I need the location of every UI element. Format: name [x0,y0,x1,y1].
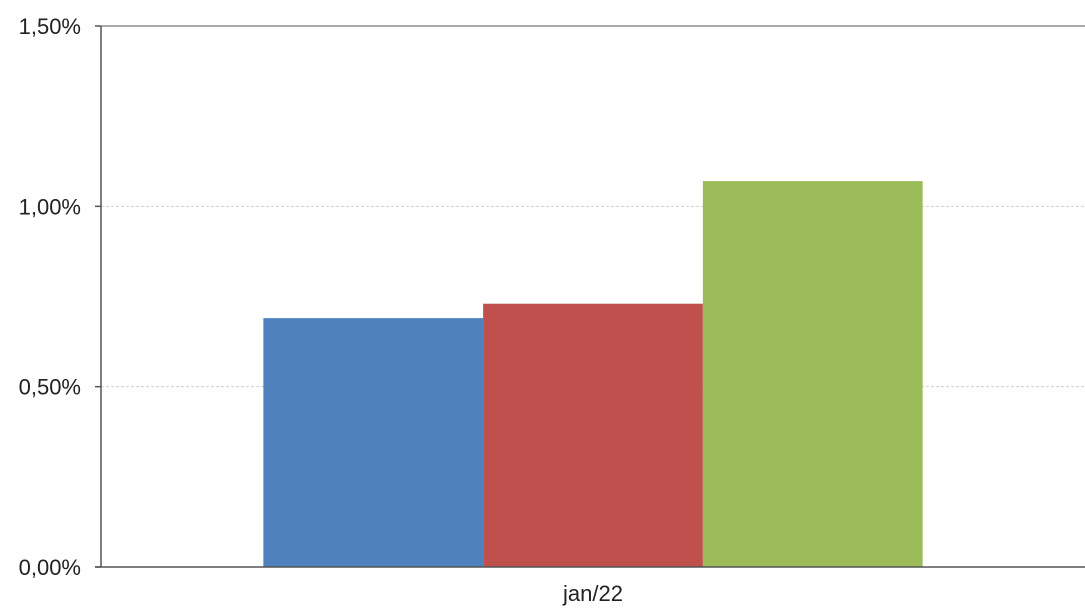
y-tick-label: 1,50% [19,14,81,39]
bar-1 [263,318,484,567]
y-tick-label: 0,50% [19,375,81,400]
x-axis-labels: jan/22 [562,581,623,606]
bar-3 [702,181,923,567]
bars [263,181,923,567]
y-axis-ticks: 0,00% 0,50% 1,00% 1,50% [19,14,101,580]
y-tick-label: 0,00% [19,555,81,580]
bar-2 [483,303,703,567]
y-tick-label: 1,00% [19,194,81,219]
x-category-label: jan/22 [562,581,623,606]
